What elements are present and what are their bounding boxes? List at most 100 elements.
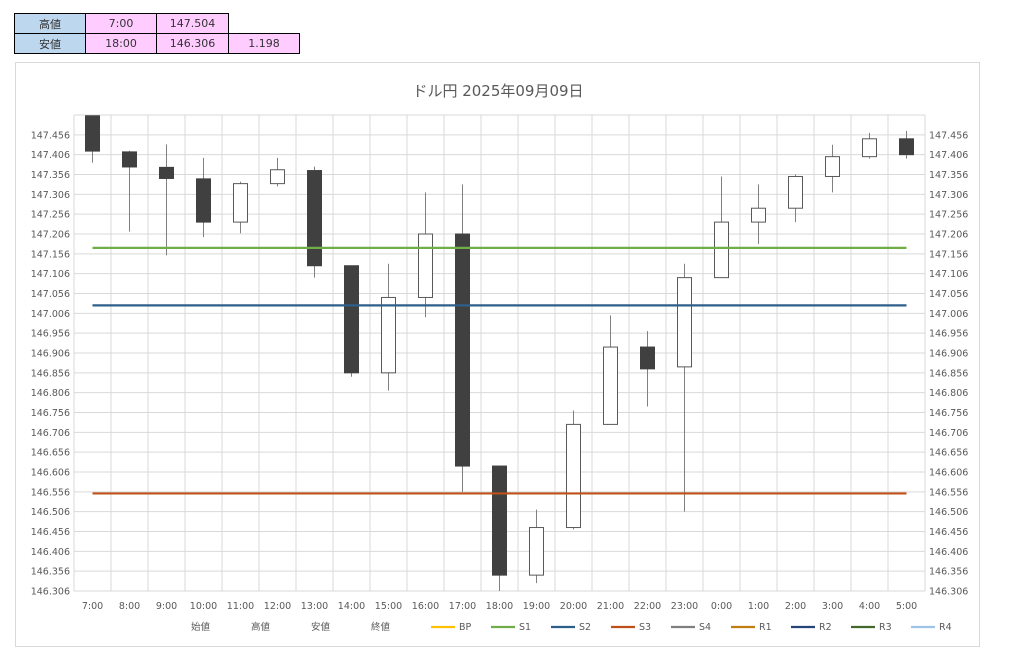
- legend-label: 始値: [191, 621, 211, 633]
- legend-item: 終値: [371, 621, 391, 633]
- x-tick-label: 22:00: [634, 601, 661, 612]
- bull-candle-body: [751, 207, 766, 223]
- x-tick-label: 9:00: [156, 601, 177, 612]
- x-tick-label: 5:00: [896, 601, 917, 612]
- grid-layer: [73, 114, 926, 592]
- y-tick-label-left: 146.306: [31, 587, 70, 598]
- chart-title: ドル円 2025年09月09日: [412, 82, 583, 100]
- summary-row-low: 安値 18:00 146.306 1.198: [14, 33, 300, 54]
- y-tick-label-left: 147.406: [31, 150, 70, 161]
- x-tick-label: 3:00: [822, 601, 843, 612]
- candle: [899, 130, 914, 159]
- y-tick-label-left: 147.306: [31, 190, 70, 201]
- x-tick-label: 4:00: [859, 601, 880, 612]
- bear-candle-body: [640, 346, 655, 370]
- candle: [862, 132, 877, 159]
- high-label: 高値: [14, 13, 86, 34]
- y-tick-label-right: 147.056: [929, 289, 968, 300]
- high-price: 147.504: [156, 13, 229, 34]
- price-range: 1.198: [228, 33, 300, 54]
- summary-table: 高値 7:00 147.504 安値 18:00 146.306 1.198: [14, 13, 300, 54]
- candle: [307, 166, 322, 278]
- x-tick-label: 7:00: [82, 601, 103, 612]
- bull-candle-body: [862, 138, 877, 158]
- y-tick-label-right: 147.156: [929, 249, 968, 260]
- y-tick-label-left: 147.156: [31, 249, 70, 260]
- y-tick-label-left: 147.256: [31, 210, 70, 221]
- y-tick-label-right: 147.206: [929, 230, 968, 241]
- bull-candle-body: [788, 175, 803, 209]
- x-tick-label: 15:00: [375, 601, 402, 612]
- x-tick-label: 18:00: [486, 601, 513, 612]
- candle: [714, 176, 729, 279]
- low-price: 146.306: [156, 33, 229, 54]
- legend-label: S3: [639, 622, 651, 633]
- y-tick-label-right: 147.356: [929, 170, 968, 181]
- chart-area: ドル円 2025年09月09日 147.456 147.456 147.406 147…: [15, 62, 980, 647]
- y-tick-label-right: 146.506: [929, 507, 968, 518]
- x-tick-label: 20:00: [560, 601, 587, 612]
- y-tick-label-left: 146.806: [31, 388, 70, 399]
- x-tick-label: 17:00: [449, 601, 476, 612]
- x-tick-label: 10:00: [190, 601, 217, 612]
- y-tick-label-right: 146.956: [929, 329, 968, 340]
- high-time: 7:00: [85, 13, 157, 34]
- legend-item: 安値: [311, 621, 331, 633]
- legend-label: S4: [699, 622, 711, 633]
- summary-row-high: 高値 7:00 147.504: [14, 13, 300, 34]
- bull-candle-body: [529, 527, 544, 576]
- y-tick-label-right: 147.256: [929, 210, 968, 221]
- bear-candle-body: [455, 233, 470, 467]
- candle: [122, 150, 137, 232]
- y-tick-label-left: 147.006: [31, 309, 70, 320]
- candle: [677, 263, 692, 512]
- legend-item: 始値: [191, 621, 211, 633]
- candle: [418, 192, 433, 318]
- y-tick-label-right: 147.006: [929, 309, 968, 320]
- x-tick-label: 8:00: [119, 601, 140, 612]
- candle: [640, 331, 655, 407]
- x-tick-label: 1:00: [748, 601, 769, 612]
- legend-label: R3: [879, 622, 892, 633]
- legend-item: BP: [431, 622, 472, 633]
- bull-candle-body: [418, 233, 433, 298]
- bear-candle-body: [122, 151, 137, 168]
- y-tick-label-left: 147.456: [31, 130, 70, 141]
- legend-label: BP: [459, 622, 472, 633]
- legend-item: 高値: [251, 621, 271, 633]
- candle: [344, 265, 359, 377]
- y-tick-label-left: 146.856: [31, 368, 70, 379]
- candle: [85, 115, 100, 163]
- candle: [751, 184, 766, 244]
- reference-lines: [92, 246, 907, 495]
- bear-candle-body: [492, 465, 507, 576]
- candle: [492, 465, 507, 591]
- empty-cell: [229, 14, 300, 34]
- y-tick-label-left: 147.106: [31, 269, 70, 280]
- bull-candle-body: [381, 296, 396, 374]
- bear-candle-body: [899, 138, 914, 156]
- legend-label: R1: [759, 622, 772, 633]
- y-tick-label-left: 146.556: [31, 487, 70, 498]
- legend-item: S1: [491, 622, 531, 633]
- x-tick-label: 21:00: [597, 601, 624, 612]
- candle: [196, 157, 211, 238]
- candle: [603, 315, 618, 425]
- candle: [270, 157, 285, 187]
- legend-label: S1: [519, 622, 531, 633]
- x-tick-label: 12:00: [264, 601, 291, 612]
- y-tick-label-left: 146.706: [31, 428, 70, 439]
- y-tick-label-left: 147.356: [31, 170, 70, 181]
- x-tick-label: 16:00: [412, 601, 439, 612]
- y-tick-label-left: 146.456: [31, 527, 70, 538]
- legend: 始値 高値 安値 終値 BP S1 S2 S3 S4 R1 R2 R3 R4: [191, 621, 952, 633]
- candle: [529, 509, 544, 584]
- legend-item: R1: [731, 622, 772, 633]
- bull-candle-body: [270, 169, 285, 185]
- legend-label: R4: [939, 622, 952, 633]
- x-tick-label: 19:00: [523, 601, 550, 612]
- y-tick-label-right: 146.606: [929, 468, 968, 479]
- x-tick-label: 23:00: [671, 601, 698, 612]
- candle: [381, 263, 396, 391]
